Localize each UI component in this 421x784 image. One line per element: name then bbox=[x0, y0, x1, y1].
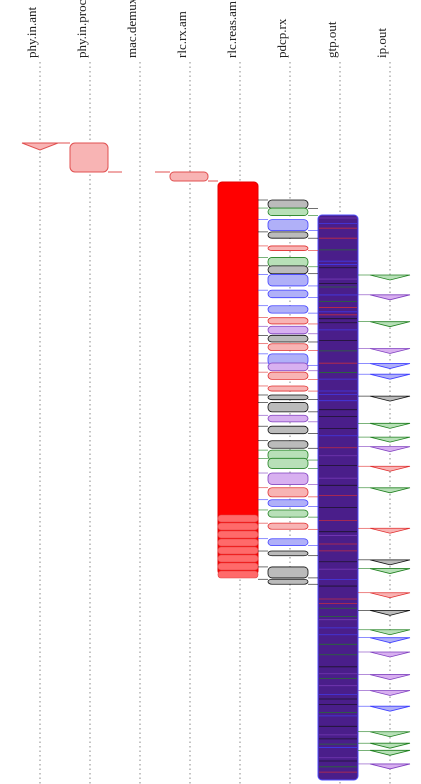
event bbox=[369, 592, 411, 599]
event bbox=[267, 265, 309, 275]
event bbox=[369, 527, 411, 534]
event bbox=[267, 305, 309, 314]
event bbox=[369, 348, 411, 354]
event bbox=[217, 570, 259, 579]
event bbox=[267, 325, 309, 335]
event bbox=[369, 436, 411, 443]
event bbox=[267, 343, 309, 351]
event bbox=[369, 690, 411, 696]
event bbox=[369, 637, 411, 644]
event bbox=[267, 371, 309, 380]
event bbox=[217, 514, 259, 523]
event bbox=[369, 274, 411, 281]
lane-label: gtp.out bbox=[324, 21, 339, 58]
event bbox=[369, 294, 411, 301]
event bbox=[369, 395, 411, 402]
event bbox=[267, 231, 309, 239]
lane-label: rlc.rx.am bbox=[174, 11, 189, 58]
lane-label: phy.in.ant bbox=[24, 6, 39, 58]
event bbox=[169, 171, 209, 182]
event bbox=[369, 651, 411, 658]
event bbox=[369, 487, 411, 494]
event bbox=[267, 425, 309, 435]
event bbox=[267, 274, 309, 287]
event bbox=[69, 142, 109, 173]
event bbox=[369, 674, 411, 680]
event bbox=[267, 414, 309, 423]
event bbox=[369, 446, 411, 453]
event bbox=[217, 530, 259, 539]
lane-label: rlc.reas.am bbox=[224, 1, 239, 58]
event bbox=[369, 373, 411, 380]
event bbox=[267, 550, 309, 557]
event bbox=[267, 219, 309, 232]
event bbox=[267, 385, 309, 392]
event bbox=[217, 562, 259, 571]
lane-label: phy.in.proc bbox=[74, 0, 89, 58]
lane-layer: phy.in.ant phy.in.proc mac.demux rlc.rx.am r… bbox=[24, 0, 391, 784]
event bbox=[369, 749, 411, 756]
event bbox=[267, 499, 309, 507]
event bbox=[267, 538, 309, 547]
event bbox=[267, 472, 309, 485]
event bbox=[369, 609, 411, 616]
event bbox=[369, 763, 411, 770]
event bbox=[317, 214, 359, 781]
event bbox=[267, 509, 309, 518]
event bbox=[267, 257, 309, 268]
event bbox=[369, 422, 411, 429]
event bbox=[267, 199, 309, 209]
event bbox=[369, 568, 411, 574]
event bbox=[369, 559, 411, 566]
lane-label: mac.demux bbox=[124, 0, 139, 58]
event bbox=[369, 321, 411, 328]
event-layer bbox=[21, 142, 411, 781]
event bbox=[267, 207, 309, 216]
event bbox=[267, 457, 309, 469]
event bbox=[267, 578, 309, 585]
lane-label: ip.out bbox=[374, 28, 389, 58]
event bbox=[267, 566, 309, 579]
event bbox=[267, 440, 309, 449]
event bbox=[217, 522, 259, 531]
event bbox=[267, 487, 309, 498]
event bbox=[21, 142, 59, 151]
event bbox=[369, 465, 411, 472]
event bbox=[267, 522, 309, 530]
event bbox=[267, 402, 309, 413]
event bbox=[369, 705, 411, 712]
event bbox=[217, 554, 259, 563]
event bbox=[267, 289, 309, 299]
event bbox=[369, 363, 411, 369]
event bbox=[369, 742, 411, 749]
event bbox=[267, 394, 309, 401]
event bbox=[369, 629, 411, 636]
event bbox=[267, 362, 309, 372]
event bbox=[217, 538, 259, 547]
event bbox=[267, 334, 309, 343]
lane-label: pdcp.rx bbox=[274, 18, 289, 58]
event bbox=[267, 245, 309, 251]
event bbox=[217, 546, 259, 555]
event bbox=[267, 317, 309, 325]
event bbox=[369, 731, 411, 738]
